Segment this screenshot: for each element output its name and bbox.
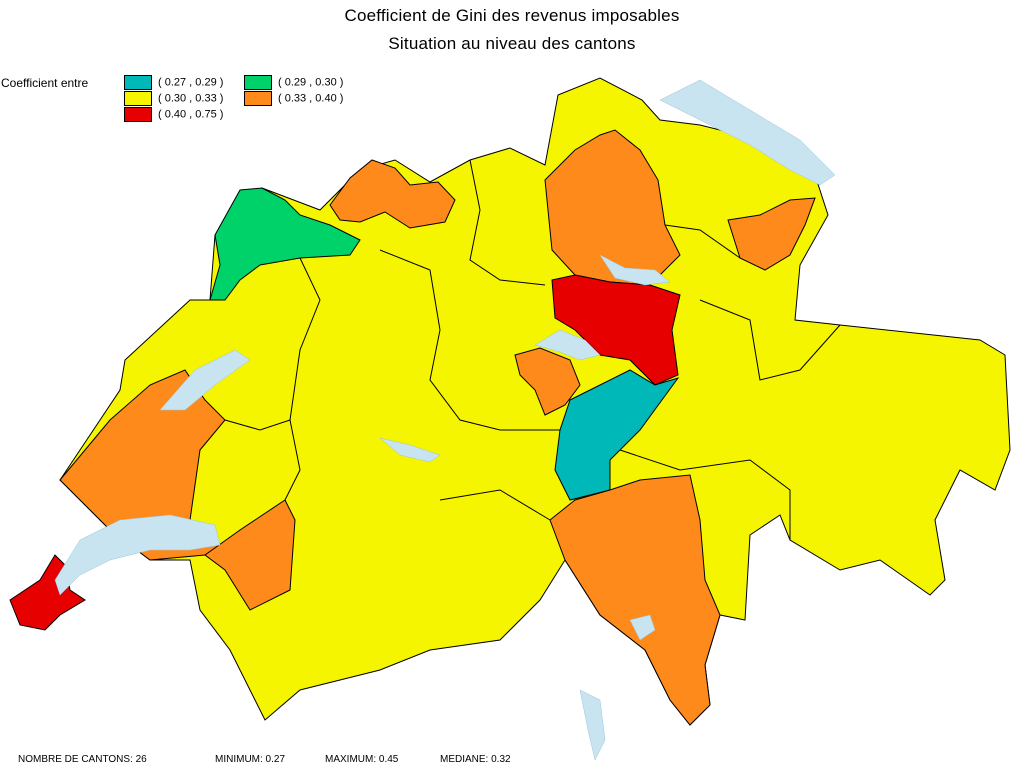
- canton-count: NOMBRE DE CANTONS: 26: [18, 754, 147, 765]
- median-value: MEDIANE: 0.32: [440, 754, 511, 765]
- maximum-value: MAXIMUM: 0.45: [325, 754, 398, 765]
- minimum-value: MINIMUM: 0.27: [215, 754, 285, 765]
- canton-ticino[interactable]: [550, 475, 720, 725]
- lake-maggiore: [580, 690, 605, 760]
